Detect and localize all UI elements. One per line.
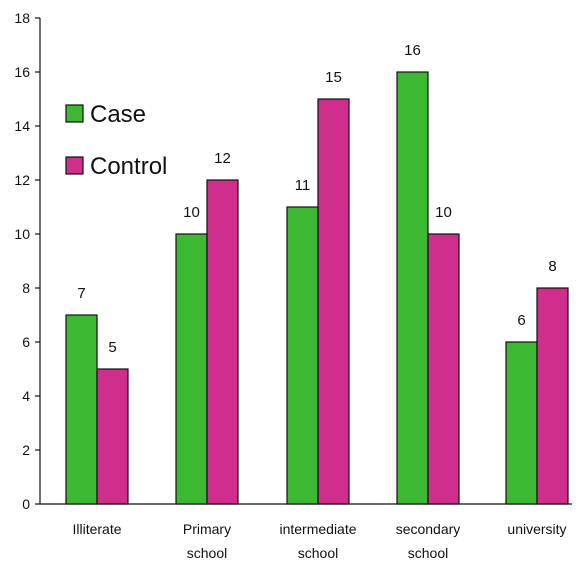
x-category-label-line: secondary <box>396 521 461 537</box>
bar-control-0 <box>96 368 129 505</box>
x-category-label-line: intermediate <box>279 521 356 537</box>
legend-swatch-case <box>65 104 84 123</box>
data-label-case-1: 10 <box>183 204 200 221</box>
data-label-control-4: 8 <box>548 258 556 275</box>
y-tick-label: 18 <box>14 10 30 26</box>
y-tick-label: 0 <box>22 496 30 512</box>
x-axis: Illiterate Primary school intermediate schoo… <box>40 503 572 561</box>
legend-swatch-control <box>65 156 84 175</box>
value-labels: 7 10 11 16 6 5 12 15 10 8 <box>77 42 556 356</box>
x-category-label: university <box>507 521 566 537</box>
x-category-label-line: Primary <box>183 521 231 537</box>
bar-case-3 <box>396 71 429 505</box>
bar-case-1 <box>175 233 208 505</box>
y-tick-label: 2 <box>22 442 30 458</box>
data-label-control-3: 10 <box>435 204 452 221</box>
x-category-label-line: school <box>298 545 338 561</box>
y-tick-label: 14 <box>14 118 30 134</box>
y-tick-label: 10 <box>14 226 30 242</box>
y-tick-label: 8 <box>22 280 30 296</box>
data-label-case-3: 16 <box>404 42 421 59</box>
data-label-control-1: 12 <box>214 150 231 167</box>
data-label-control-0: 5 <box>108 339 116 356</box>
y-axis: 0 2 4 6 8 10 12 14 16 18 <box>14 10 41 512</box>
bar-control-2 <box>317 98 350 505</box>
y-tick-label: 6 <box>22 334 30 350</box>
data-label-case-2: 11 <box>295 177 311 194</box>
y-tick-label: 12 <box>14 172 30 188</box>
bar-case-4 <box>505 341 538 505</box>
bar-control-1 <box>206 179 239 505</box>
bar-case-2 <box>286 206 319 505</box>
y-tick-label: 4 <box>22 388 30 404</box>
bar-control-4 <box>536 287 569 505</box>
data-label-control-2: 15 <box>325 69 342 86</box>
legend: Case Control <box>65 101 167 180</box>
data-label-case-0: 7 <box>77 285 85 302</box>
legend-label-case: Case <box>90 101 146 128</box>
data-label-case-4: 6 <box>517 312 525 329</box>
x-category-label-line: Illiterate <box>72 521 121 537</box>
x-category-label: secondary school <box>396 521 461 561</box>
x-category-label: Primary school <box>183 521 231 561</box>
y-tick-label: 16 <box>14 64 30 80</box>
legend-label-control: Control <box>90 153 167 180</box>
x-category-label-line: university <box>507 521 566 537</box>
x-category-label-line: school <box>187 545 227 561</box>
bar-control-3 <box>427 233 460 505</box>
x-category-label: intermediate school <box>279 521 356 561</box>
x-category-label: Illiterate <box>72 521 121 537</box>
bars <box>65 71 569 505</box>
x-category-label-line: school <box>408 545 448 561</box>
bar-case-0 <box>65 314 98 505</box>
